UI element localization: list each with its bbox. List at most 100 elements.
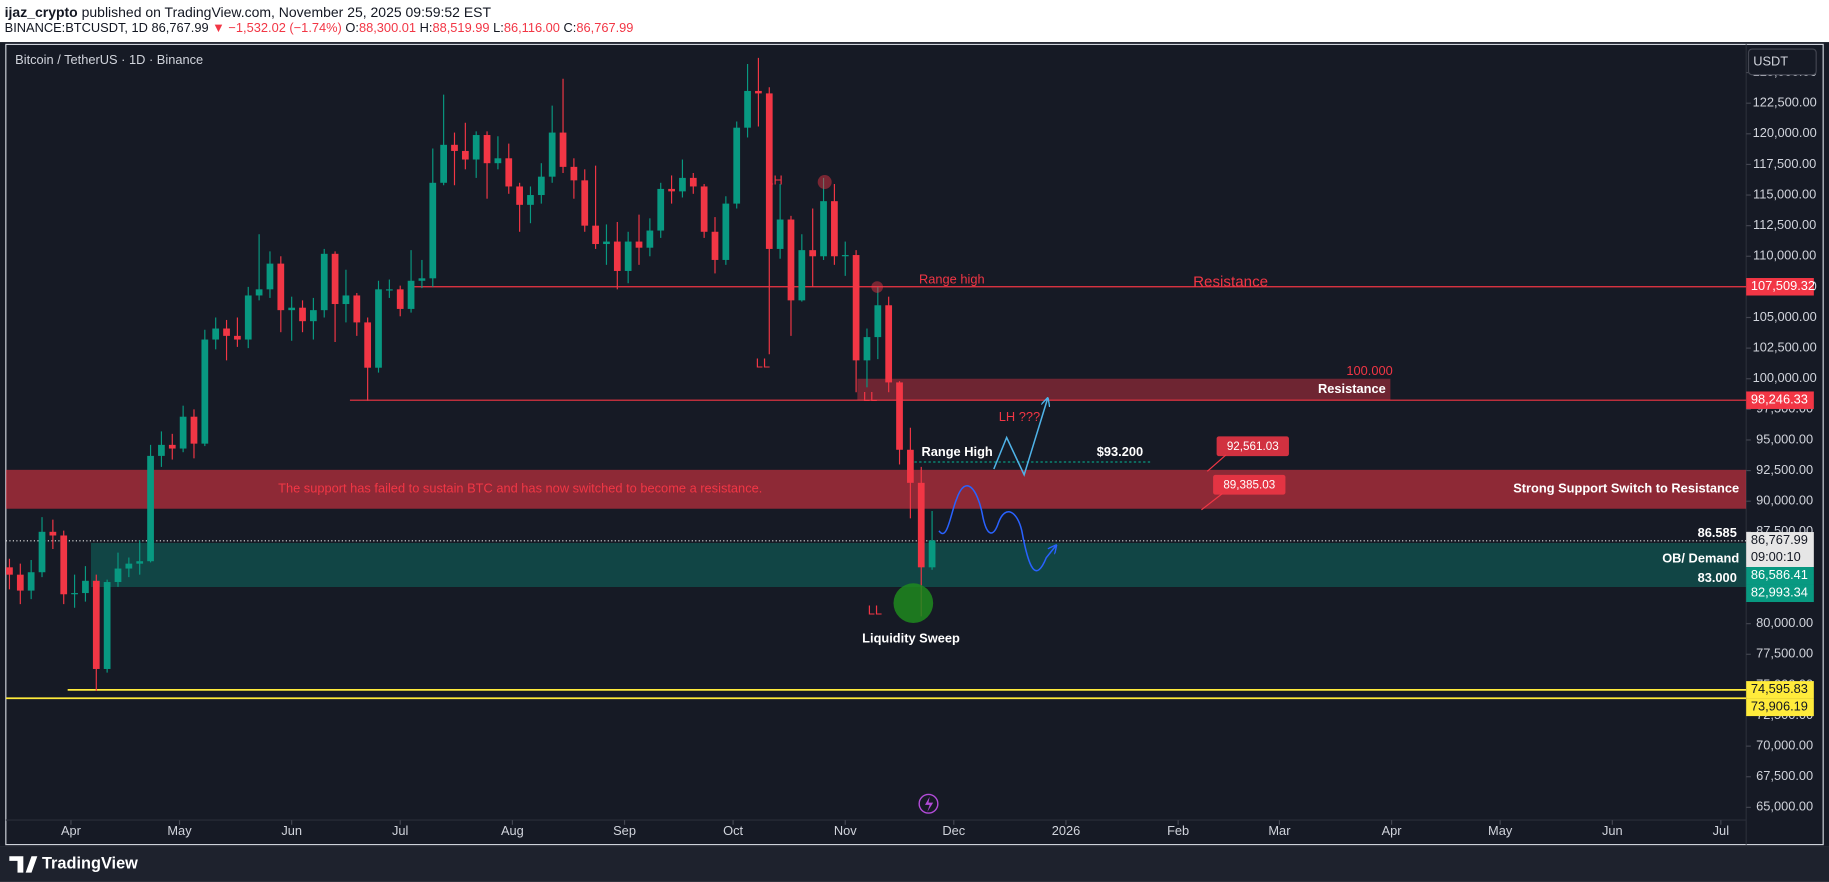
candle-body [320,253,328,311]
candle-body [255,289,263,296]
annotation: LH [766,172,782,187]
published: published on TradingView.com, November 2… [82,4,492,20]
last-price: 86,767.99 [152,21,209,36]
x-tick-label: Jul [392,823,408,838]
symbol: BINANCE:BTCUSDT, 1D [5,21,148,36]
ohlc-value: 86,767.99 [576,21,633,36]
candle-body [896,382,903,450]
candle-body [852,255,860,361]
candle-body [451,144,458,151]
candle-body [831,201,838,257]
x-tick-label: Mar [1268,823,1291,838]
candle-body [71,593,78,595]
candle-body [353,295,361,323]
y-tick-label: 95,000.00 [1756,431,1813,446]
candle-body [342,295,350,305]
candle-body [60,535,68,595]
candle-body [407,280,415,309]
y-tick-label: 100,000.00 [1753,370,1817,385]
candle-body [201,339,209,444]
x-tick-label: Apr [61,823,82,838]
annotation: Liquidity Sweep [862,631,960,646]
price-axis-label: 86,586.41 [1751,567,1808,582]
brand-logo [9,856,38,873]
y-tick-label: 92,500.00 [1756,462,1813,477]
currency-label[interactable]: USDT [1753,53,1788,68]
x-tick-label: Aug [501,823,524,838]
x-tick-label: 2026 [1052,823,1081,838]
zone-price-note: 100.000 [1346,363,1392,378]
candle-body [103,582,111,669]
y-tick-label: 65,000.00 [1756,799,1813,814]
candle-body [646,230,654,248]
candle-body [885,305,893,383]
candle-body [917,482,925,568]
flash-bolt [924,796,934,812]
level-lines [5,286,1747,700]
ohlc-value: 86,116.00 [504,21,560,36]
x-tick-label: Dec [942,823,965,838]
candle-body [483,135,491,164]
annotation: Range high [919,271,985,286]
y-tick-label: 117,500.00 [1753,156,1816,171]
y-tick-label: 110,000.00 [1753,248,1816,263]
candle-body [418,278,426,281]
callout-box [1216,436,1289,457]
candle-body [874,305,882,338]
candle-body [527,195,534,205]
y-tick-label: 112,500.00 [1753,217,1816,232]
x-tick-label: May [167,823,192,838]
price-axis-label-box [1746,278,1814,296]
candle-body [396,289,404,309]
candle-body [776,219,784,249]
demand-note: 86.585 [1698,525,1737,540]
candle-body [16,574,24,591]
lh-projection [993,399,1048,477]
candle-body [689,177,697,187]
callout-label: 89,385.03 [1223,478,1275,491]
candle-body [461,150,469,160]
candle-body [700,186,708,232]
flash-icon[interactable] [918,793,939,814]
price-axis-label-box [1746,698,1814,717]
author: ijaz_crypto [5,4,78,20]
annotation: Resistance [1193,273,1268,290]
annotation: LL [756,355,770,370]
candle-body [928,540,936,568]
candle-body [27,572,35,591]
candle-body [733,127,741,204]
candle-body [49,531,57,536]
candle-body [158,444,165,456]
y-tick-label: 120,000.00 [1753,125,1817,140]
y-tick-label: 80,000.00 [1756,615,1813,630]
candle-body [668,188,675,192]
currency-button[interactable] [1747,48,1817,76]
x-tick-label: Feb [1167,823,1189,838]
ohlc-key: L: [493,21,504,36]
zone-label: The support has failed to sustain BTC an… [278,481,762,496]
y-tick-label: 77,500.00 [1756,646,1813,661]
candle-body [375,289,382,368]
candle-body [537,176,545,196]
range-high-label: $93.200 [1097,444,1143,459]
callout-pointer [1201,493,1223,511]
candle-body [147,455,154,562]
zone [5,469,1747,509]
price-axis-label: 107,509.32 [1751,278,1815,293]
brand-name: TradingView [42,855,138,873]
candle-body [624,241,632,271]
candle-body [841,255,849,257]
candle-body [722,203,730,260]
zone-label: Strong Support Switch to Resistance [1513,481,1739,496]
candle-body [277,263,285,311]
y-tick-label: 70,000.00 [1756,738,1813,753]
pivot-marker [871,281,884,293]
y-tick-label: 122,500.00 [1753,95,1817,110]
candle-body [429,182,437,279]
candle-body [82,580,89,594]
candle-body [179,416,187,449]
ohlc-key: C: [564,21,577,36]
candle-body [331,253,339,305]
demand-note: 83.000 [1698,570,1737,585]
